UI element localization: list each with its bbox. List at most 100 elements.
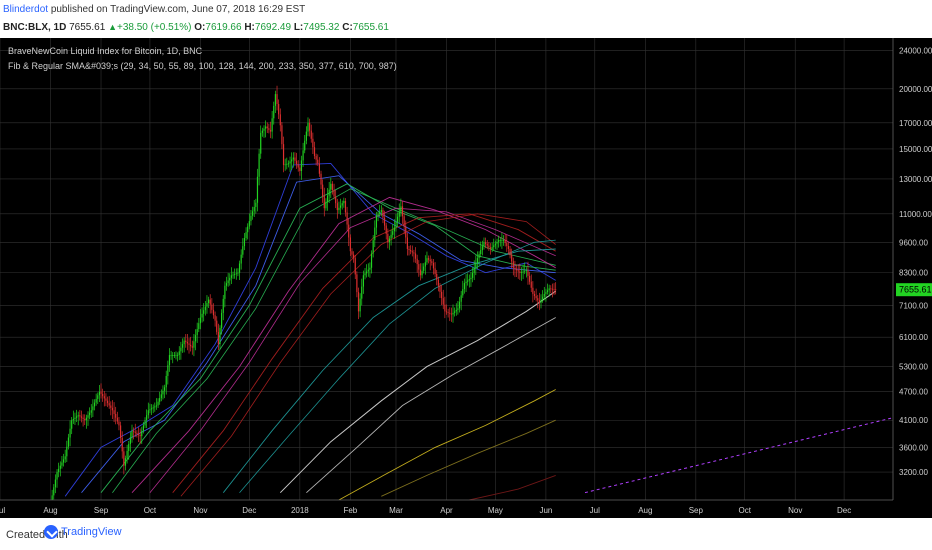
chart-area[interactable]: 3200.00 3600.00 4100.00 4700.00 5300.00 6100.… [0,38,932,518]
candle-body [318,163,320,174]
candle-body [310,130,312,139]
candle-body [493,245,495,248]
sma-line [81,175,556,493]
price-axis[interactable]: 3200.00 3600.00 4100.00 4700.00 5300.00 6100.… [892,38,932,518]
candle-body [175,355,177,356]
candle-body [322,184,324,197]
candle-body [485,242,487,244]
candle-body [372,240,374,254]
candle-body [150,408,153,410]
tradingview-brand[interactable]: TradingView [44,525,122,539]
sma-line [149,207,556,493]
candles [51,85,557,510]
candle-body [432,262,435,269]
candle-body [108,403,110,406]
candle-body [103,396,105,399]
candle-body [141,430,143,437]
change-value: +38.50 [116,22,148,33]
x-tick-label: Oct [738,506,751,515]
candle-body [471,272,474,278]
y-tick-label: 9600.00 [899,238,928,247]
candle-body [431,261,433,263]
candle-body [442,298,444,305]
last-price-marker: 7655.61 [896,283,932,297]
x-tick-label: Aug [638,506,652,515]
candle-body [289,161,291,164]
candle-body [524,270,526,272]
candle-body [410,250,412,252]
time-axis[interactable]: Jul Aug Sep Oct Nov Dec 2018 Feb Mar Apr May Jun Jul… [0,499,932,518]
candle-body [297,164,299,168]
candle-body [214,315,216,321]
x-tick-label: Dec [242,506,256,515]
candle-body [98,391,101,396]
candle-body [229,277,231,281]
y-tick-label: 5300.00 [899,363,928,372]
y-tick-label: 3200.00 [899,468,928,477]
indicator-label: Fib & Regular SMA&#039;s (29, 34, 50, 55… [8,61,397,71]
candle-body [222,298,224,313]
candle-body [242,246,244,255]
candle-body [133,430,135,432]
candle-body [85,417,87,421]
candle-body [313,147,316,157]
last-price: 7655.61 [69,22,106,33]
candle-body [509,248,511,256]
candle-body [486,243,488,246]
candle-body [118,421,120,426]
candle-body [449,312,451,314]
author-link[interactable]: Blinderdot [3,4,49,15]
candle-body [300,160,303,172]
candle-body [82,417,84,419]
candle-body [67,437,70,447]
candle-body [72,418,74,421]
candle-body [533,293,536,297]
x-tick-label: Sep [689,506,704,515]
candle-body [545,292,547,294]
close-label: C: [342,22,353,33]
projection-dashed-line [584,417,894,494]
x-tick-label: Nov [788,506,802,515]
candle-body [463,283,466,290]
candle-body [139,435,141,437]
candle-body [551,288,554,290]
candle-body [207,299,210,304]
candle-body [555,289,557,291]
candle-body [397,216,399,223]
candle-body [201,313,203,318]
candle-body [468,279,470,281]
candle-body [66,446,68,457]
candle-body [546,290,549,293]
candle-body [149,409,151,411]
candle-body [243,237,246,247]
candle-body [457,308,459,310]
candle-body [261,130,263,133]
y-tick-label: 24000.00 [899,47,932,56]
candle-body [527,270,529,276]
sma-line [64,162,556,497]
low-value: 7495.32 [303,22,340,33]
candle-body [116,417,118,422]
candle-body [494,243,496,246]
price-chart[interactable]: 3200.00 3600.00 4100.00 4700.00 5300.00 6100.… [0,38,932,518]
sma-line [469,474,556,501]
candle-body [123,451,125,466]
candle-body [408,248,410,251]
candle-body [64,456,66,460]
candle-body [335,196,337,204]
candle-body [501,240,503,241]
low-label: L: [293,22,304,33]
candle-body [483,242,485,247]
candle-body [364,273,366,276]
y-tick-label: 7100.00 [899,301,928,310]
y-tick-label: 13000.00 [899,175,932,184]
candle-body [92,406,94,411]
x-tick-label: Jun [539,506,552,515]
x-tick-label: Jul [0,506,5,515]
high-value: 7692.49 [254,22,292,33]
candle-body [395,222,397,228]
candle-body [183,340,185,345]
candle-body [418,264,420,270]
candle-body [436,274,438,280]
candle-body [294,157,296,161]
